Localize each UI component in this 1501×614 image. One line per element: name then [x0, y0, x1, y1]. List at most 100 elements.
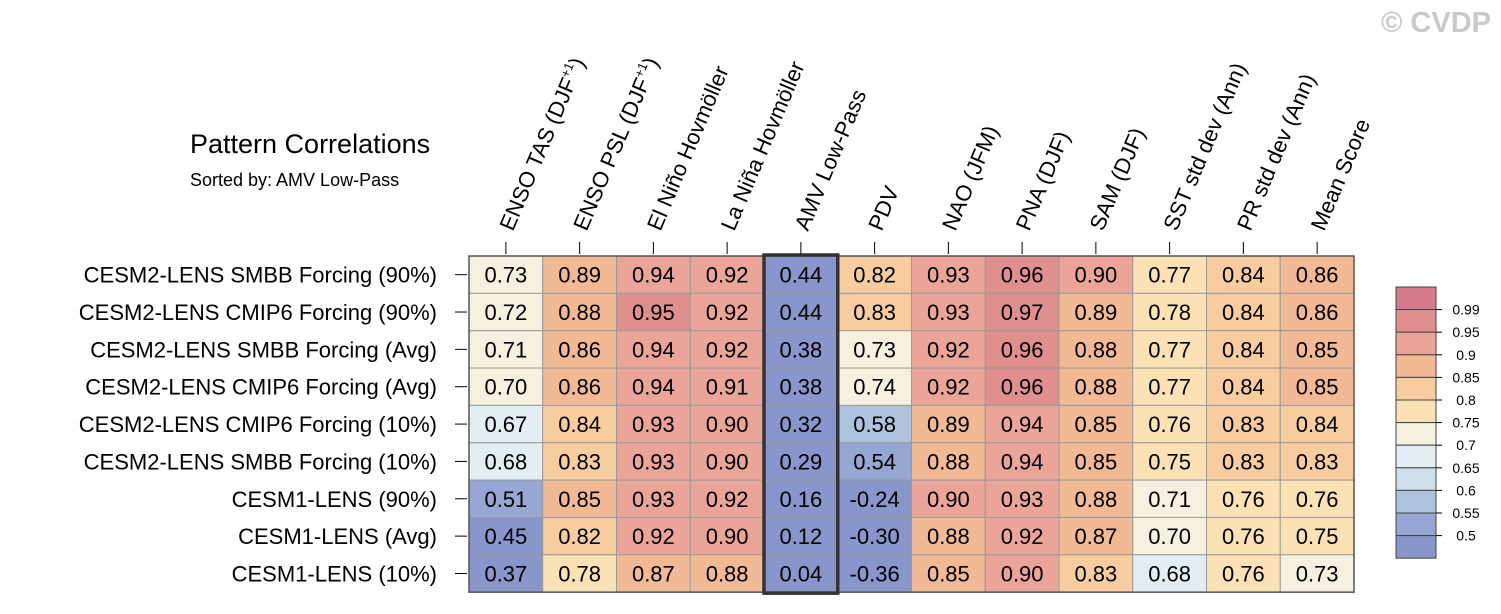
cell-value: 0.93 — [1001, 487, 1044, 512]
cell-value: 0.84 — [1222, 263, 1265, 288]
cell-value: -0.24 — [850, 487, 900, 512]
heatmap-cell — [542, 479, 617, 518]
cell-value: 0.94 — [632, 337, 675, 362]
cell-value: 0.90 — [706, 412, 749, 437]
watermark: © CVDP — [1381, 7, 1491, 39]
cell-value: 0.54 — [853, 449, 896, 474]
heatmap-cell — [1206, 292, 1281, 332]
cell-value: 0.51 — [484, 487, 527, 512]
cell-value: 0.86 — [558, 375, 601, 400]
sorted-column-highlight — [762, 253, 840, 595]
heatmap-cell — [1058, 442, 1134, 481]
heatmap-cell — [1279, 516, 1355, 556]
cell-value: 0.88 — [927, 524, 970, 549]
cell-value: 0.85 — [1296, 337, 1339, 362]
cell-value: 0.45 — [484, 524, 527, 549]
colorbar-band — [1395, 535, 1437, 559]
cell-value: 0.84 — [1222, 300, 1265, 325]
row-label: CESM2-LENS CMIP6 Forcing (90%) — [79, 300, 437, 325]
cell-value: 0.90 — [706, 524, 749, 549]
cell-value: 0.93 — [632, 449, 675, 474]
heatmap-cell — [1206, 479, 1281, 518]
heatmap-cell — [1279, 367, 1355, 406]
heatmap-cell — [1058, 479, 1134, 518]
cell-value: 0.91 — [706, 375, 749, 400]
colorbar-label: 0.95 — [1452, 324, 1479, 340]
row-label: CESM2-LENS CMIP6 Forcing (10%) — [79, 412, 437, 437]
cell-value: 0.84 — [1296, 412, 1339, 437]
cell-value: 0.88 — [927, 449, 970, 474]
cell-value: 0.77 — [1148, 375, 1191, 400]
heatmap-cell — [984, 442, 1060, 481]
cell-value: 0.04 — [779, 561, 822, 586]
column-label: NAO (JFM) — [937, 122, 1003, 234]
cell-value: 0.96 — [1001, 337, 1044, 362]
cell-value: 0.92 — [706, 487, 749, 512]
heatmap-cell — [616, 404, 691, 444]
cell-value: -0.30 — [850, 524, 900, 549]
colorbar-band — [1395, 467, 1437, 491]
cell-value: 0.38 — [779, 375, 822, 400]
heatmap-cell — [763, 516, 839, 556]
heatmap-cell — [1132, 404, 1207, 444]
cell-value: 0.68 — [1148, 561, 1191, 586]
cell-value: 0.93 — [632, 487, 675, 512]
cell-value: 0.76 — [1148, 412, 1191, 437]
cell-value: 0.90 — [1001, 561, 1044, 586]
cell-value: 0.85 — [1074, 449, 1117, 474]
colorbar-label: 0.85 — [1452, 369, 1479, 385]
heatmap-cell — [689, 404, 765, 444]
colorbar-band — [1395, 422, 1437, 446]
cell-value: 0.92 — [632, 524, 675, 549]
cell-value: 0.90 — [1074, 263, 1117, 288]
heatmap-cell — [837, 292, 912, 332]
heatmap-cell — [763, 442, 839, 481]
cell-value: 0.71 — [484, 337, 527, 362]
cell-value: 0.74 — [853, 375, 896, 400]
row-label: CESM2-LENS CMIP6 Forcing (Avg) — [85, 375, 437, 400]
column-label: Mean Score — [1306, 115, 1375, 234]
cell-value: 0.83 — [1074, 561, 1117, 586]
cell-value: 0.90 — [706, 449, 749, 474]
heatmap-cell — [1058, 255, 1134, 294]
cell-value: 0.87 — [1074, 524, 1117, 549]
colorbar: 0.99 0.95 0.9 0.85 0.8 0.75 0.7 0.65 0.6 0.55 0.5 — [1395, 286, 1480, 559]
heatmap-cell — [468, 292, 544, 332]
colorbar-label: 0.55 — [1452, 505, 1479, 521]
column-label: La Niña Hovmöller — [716, 58, 810, 234]
cell-value: 0.94 — [1001, 412, 1044, 437]
colorbar-band — [1395, 444, 1437, 469]
cell-value: 0.75 — [1296, 524, 1339, 549]
cell-value: 0.84 — [1222, 337, 1265, 362]
row-label: CESM2-LENS SMBB Forcing (10%) — [84, 449, 437, 474]
cell-value: 0.88 — [1074, 337, 1117, 362]
cell-value: 0.95 — [632, 300, 675, 325]
heatmap-cell — [911, 554, 986, 593]
cell-value: 0.70 — [1148, 524, 1191, 549]
cell-value: 0.93 — [927, 300, 970, 325]
heatmap-cell — [616, 330, 691, 369]
colorbar-label: 0.75 — [1452, 415, 1479, 431]
heatmap-cell — [542, 516, 617, 556]
heatmap-cell — [468, 255, 544, 294]
cell-value: 0.87 — [632, 561, 675, 586]
colorbar-label: 0.8 — [1456, 392, 1476, 408]
cell-value: 0.86 — [1296, 300, 1339, 325]
colorbar-band — [1395, 286, 1437, 311]
cell-value: 0.44 — [779, 263, 822, 288]
heatmap-cell — [763, 330, 839, 369]
heatmap-cell — [1132, 442, 1207, 481]
heatmap-cell — [616, 442, 691, 481]
cell-value: 0.86 — [558, 337, 601, 362]
cell-value: 0.73 — [1296, 561, 1339, 586]
cell-value: 0.94 — [632, 375, 675, 400]
heatmap-cell — [763, 479, 839, 518]
cell-value: 0.70 — [484, 375, 527, 400]
heatmap-cell — [689, 479, 765, 518]
chart-subtitle: Sorted by: AMV Low-Pass — [190, 170, 399, 190]
heatmap-cell — [763, 367, 839, 406]
colorbar-label: 0.65 — [1452, 460, 1479, 476]
heatmap-cell — [1132, 479, 1207, 518]
heatmap-cell — [1132, 330, 1207, 369]
